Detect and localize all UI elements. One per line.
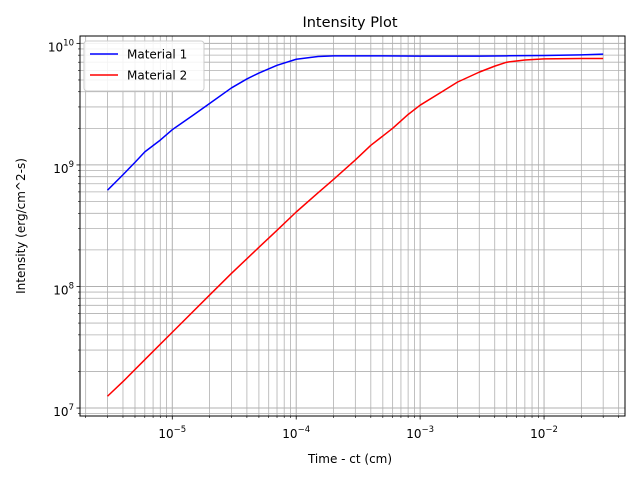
x-tick-label: 10−3 bbox=[406, 425, 434, 441]
axis-ticks bbox=[76, 42, 619, 420]
series-layer bbox=[106, 53, 604, 397]
chart-title: Intensity Plot bbox=[302, 15, 397, 31]
tick-labels: 10−5 10−4 10−3 10−2 107 108 109 1010 bbox=[48, 38, 558, 441]
y-tick-label: 107 bbox=[53, 403, 74, 419]
x-tick-label: 10−5 bbox=[158, 425, 186, 441]
plot-area-frame bbox=[79, 35, 626, 417]
x-axis-label: Time - ct (cm) bbox=[307, 452, 392, 466]
series-line-1 bbox=[106, 53, 604, 191]
x-tick-label: 10−2 bbox=[530, 425, 558, 441]
series-line-2 bbox=[106, 57, 604, 397]
legend: Material 1 Material 2 bbox=[83, 40, 205, 92]
y-tick-label: 1010 bbox=[48, 38, 74, 54]
y-tick-label: 109 bbox=[53, 160, 74, 176]
y-axis-label: Intensity (erg/cm^2-s) bbox=[14, 158, 28, 294]
y-tick-label: 108 bbox=[53, 281, 74, 297]
x-tick-label: 10−4 bbox=[282, 425, 310, 441]
legend-label-1: Material 1 bbox=[127, 48, 187, 62]
legend-label-2: Material 2 bbox=[127, 69, 187, 83]
